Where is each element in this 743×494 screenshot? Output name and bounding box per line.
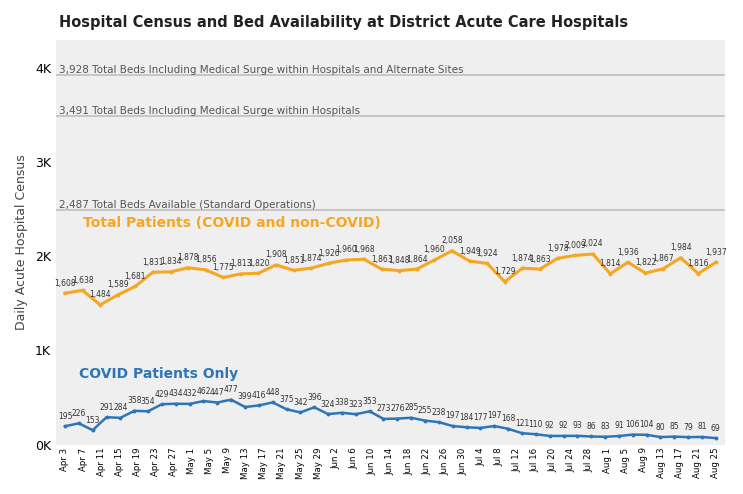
Text: 1,589: 1,589: [107, 281, 129, 289]
Text: 399: 399: [238, 392, 253, 402]
Text: 1,937: 1,937: [705, 247, 727, 257]
Text: 83: 83: [600, 422, 610, 431]
Text: 1,978: 1,978: [547, 244, 568, 253]
Text: 1,816: 1,816: [687, 259, 709, 268]
Text: 1,874: 1,874: [511, 253, 533, 263]
Text: 1,863: 1,863: [529, 254, 551, 264]
Text: Hospital Census and Bed Availability at District Acute Care Hospitals: Hospital Census and Bed Availability at …: [59, 15, 629, 30]
Text: 2,009: 2,009: [564, 241, 586, 250]
Text: 195: 195: [58, 412, 72, 421]
Text: 255: 255: [418, 406, 432, 415]
Text: Total Patients (COVID and non-COVID): Total Patients (COVID and non-COVID): [82, 216, 380, 230]
Text: 1,863: 1,863: [371, 254, 392, 264]
Text: 1,867: 1,867: [652, 254, 674, 263]
Text: 226: 226: [71, 409, 86, 418]
Text: 85: 85: [669, 422, 679, 431]
Text: 1,608: 1,608: [54, 279, 76, 288]
Text: 1,681: 1,681: [125, 272, 146, 281]
Text: 168: 168: [501, 414, 516, 423]
Text: 1,864: 1,864: [406, 254, 428, 263]
Text: 276: 276: [390, 404, 405, 413]
Text: 432: 432: [182, 389, 197, 398]
Text: 1,820: 1,820: [247, 259, 269, 268]
Text: 1,775: 1,775: [212, 263, 234, 272]
Text: 462: 462: [196, 386, 211, 396]
Text: 1,926: 1,926: [318, 248, 340, 258]
Text: 338: 338: [334, 398, 349, 407]
Text: 238: 238: [432, 408, 446, 416]
Text: 1,908: 1,908: [265, 250, 287, 259]
Text: 1,851: 1,851: [283, 256, 305, 265]
Text: 1,822: 1,822: [635, 258, 656, 267]
Text: 184: 184: [459, 412, 474, 422]
Text: 353: 353: [363, 397, 377, 406]
Text: 1,878: 1,878: [178, 253, 199, 262]
Text: 1,960: 1,960: [336, 246, 357, 254]
Text: 1,856: 1,856: [195, 255, 216, 264]
Text: 81: 81: [697, 422, 707, 431]
Text: 477: 477: [224, 385, 239, 394]
Text: 91: 91: [614, 421, 623, 430]
Text: 448: 448: [265, 388, 280, 397]
Text: 416: 416: [252, 391, 266, 400]
Text: 291: 291: [100, 403, 114, 412]
Text: 1,831: 1,831: [142, 258, 163, 267]
Text: 1,484: 1,484: [89, 290, 111, 299]
Text: 177: 177: [473, 413, 487, 422]
Text: 1,874: 1,874: [300, 253, 322, 263]
Text: 197: 197: [446, 412, 460, 420]
Text: 79: 79: [684, 422, 693, 432]
Text: 1,924: 1,924: [476, 249, 498, 258]
Text: 354: 354: [140, 397, 155, 406]
Text: 110: 110: [528, 420, 543, 429]
Text: 2,487 Total Beds Available (Standard Operations): 2,487 Total Beds Available (Standard Ope…: [59, 201, 316, 210]
Text: 324: 324: [321, 400, 335, 409]
Text: 104: 104: [640, 420, 654, 429]
Text: 434: 434: [169, 389, 183, 398]
Text: 197: 197: [487, 412, 502, 420]
Text: 3,928 Total Beds Including Medical Surge within Hospitals and Alternate Sites: 3,928 Total Beds Including Medical Surge…: [59, 65, 464, 75]
Text: 1,638: 1,638: [72, 276, 94, 285]
Text: 69: 69: [711, 423, 721, 433]
Text: 447: 447: [210, 388, 224, 397]
Text: 1,960: 1,960: [424, 246, 445, 254]
Text: 375: 375: [279, 395, 294, 404]
Text: 80: 80: [655, 422, 665, 431]
Text: 273: 273: [376, 404, 391, 413]
Text: 92: 92: [545, 421, 554, 430]
Text: 429: 429: [155, 390, 169, 399]
Text: COVID Patients Only: COVID Patients Only: [79, 367, 238, 381]
Text: 86: 86: [586, 422, 596, 431]
Text: 1,848: 1,848: [389, 256, 410, 265]
Text: 396: 396: [307, 393, 322, 402]
Text: 92: 92: [559, 421, 568, 430]
Text: 1,949: 1,949: [458, 247, 481, 255]
Text: 1,834: 1,834: [160, 257, 181, 266]
Text: 285: 285: [404, 403, 418, 412]
Text: 153: 153: [85, 415, 100, 425]
Text: 1,936: 1,936: [617, 248, 639, 257]
Text: 1,729: 1,729: [494, 267, 516, 276]
Y-axis label: Daily Acute Hospital Census: Daily Acute Hospital Census: [15, 154, 28, 330]
Text: 3,491 Total Beds Including Medical Surge within Hospitals: 3,491 Total Beds Including Medical Surge…: [59, 106, 360, 116]
Text: 1,968: 1,968: [353, 245, 374, 254]
Text: 2,024: 2,024: [582, 240, 603, 248]
Text: 1,813: 1,813: [230, 259, 252, 268]
Text: 1,814: 1,814: [600, 259, 621, 268]
Text: 342: 342: [293, 398, 308, 407]
Text: 106: 106: [626, 420, 640, 429]
Text: 284: 284: [113, 403, 128, 412]
Text: 358: 358: [127, 396, 141, 406]
Text: 2,058: 2,058: [441, 236, 463, 245]
Text: 93: 93: [573, 421, 583, 430]
Text: 323: 323: [348, 400, 363, 409]
Text: 1,984: 1,984: [670, 243, 692, 252]
Text: 121: 121: [515, 418, 529, 428]
